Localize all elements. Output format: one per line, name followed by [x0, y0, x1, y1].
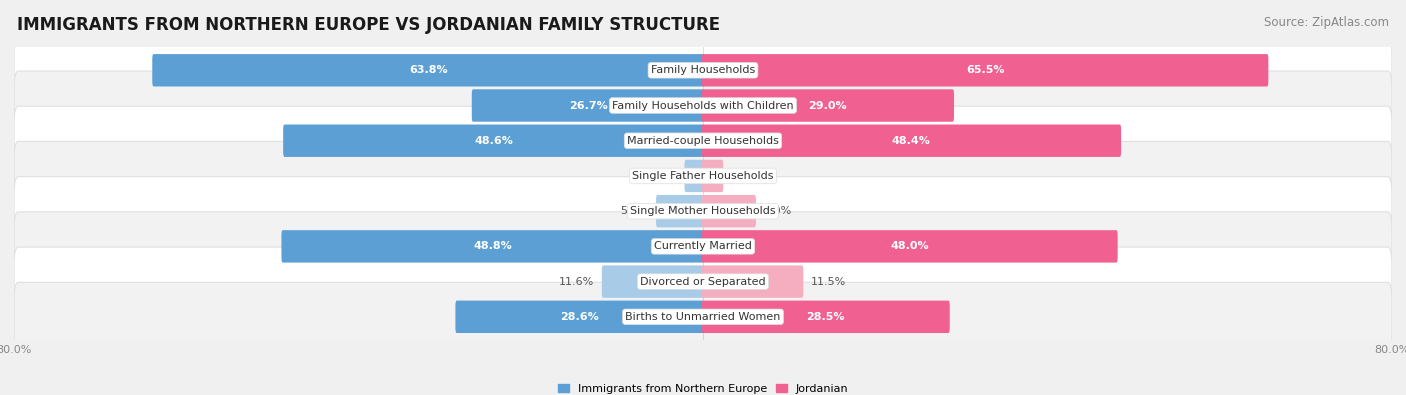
- Text: 48.6%: 48.6%: [474, 136, 513, 146]
- Text: 11.5%: 11.5%: [811, 276, 846, 287]
- Text: 28.6%: 28.6%: [561, 312, 599, 322]
- Text: Single Father Households: Single Father Households: [633, 171, 773, 181]
- Text: Source: ZipAtlas.com: Source: ZipAtlas.com: [1264, 16, 1389, 29]
- Text: 29.0%: 29.0%: [808, 100, 848, 111]
- FancyBboxPatch shape: [702, 160, 723, 192]
- Text: 2.2%: 2.2%: [731, 171, 759, 181]
- Text: Married-couple Households: Married-couple Households: [627, 136, 779, 146]
- FancyBboxPatch shape: [685, 160, 704, 192]
- FancyBboxPatch shape: [702, 265, 803, 298]
- Text: 65.5%: 65.5%: [966, 65, 1004, 75]
- FancyBboxPatch shape: [702, 54, 1268, 87]
- FancyBboxPatch shape: [152, 54, 704, 87]
- FancyBboxPatch shape: [14, 177, 1392, 246]
- Text: 48.8%: 48.8%: [474, 241, 512, 251]
- FancyBboxPatch shape: [602, 265, 704, 298]
- FancyBboxPatch shape: [14, 247, 1392, 316]
- FancyBboxPatch shape: [14, 71, 1392, 140]
- Text: Births to Unmarried Women: Births to Unmarried Women: [626, 312, 780, 322]
- FancyBboxPatch shape: [281, 230, 704, 263]
- Text: 5.3%: 5.3%: [620, 206, 648, 216]
- FancyBboxPatch shape: [702, 124, 1121, 157]
- FancyBboxPatch shape: [14, 212, 1392, 281]
- FancyBboxPatch shape: [456, 301, 704, 333]
- Text: Family Households with Children: Family Households with Children: [612, 100, 794, 111]
- Text: Divorced or Separated: Divorced or Separated: [640, 276, 766, 287]
- FancyBboxPatch shape: [14, 36, 1392, 105]
- Text: 2.0%: 2.0%: [648, 171, 678, 181]
- FancyBboxPatch shape: [283, 124, 704, 157]
- Text: 48.4%: 48.4%: [891, 136, 931, 146]
- Text: 26.7%: 26.7%: [568, 100, 607, 111]
- FancyBboxPatch shape: [14, 106, 1392, 175]
- Text: 11.6%: 11.6%: [560, 276, 595, 287]
- Text: IMMIGRANTS FROM NORTHERN EUROPE VS JORDANIAN FAMILY STRUCTURE: IMMIGRANTS FROM NORTHERN EUROPE VS JORDA…: [17, 16, 720, 34]
- Text: Family Households: Family Households: [651, 65, 755, 75]
- FancyBboxPatch shape: [702, 89, 955, 122]
- Text: Currently Married: Currently Married: [654, 241, 752, 251]
- Text: 28.5%: 28.5%: [807, 312, 845, 322]
- FancyBboxPatch shape: [14, 141, 1392, 211]
- FancyBboxPatch shape: [657, 195, 704, 228]
- FancyBboxPatch shape: [702, 301, 949, 333]
- FancyBboxPatch shape: [702, 195, 756, 228]
- Text: Single Mother Households: Single Mother Households: [630, 206, 776, 216]
- FancyBboxPatch shape: [702, 230, 1118, 263]
- FancyBboxPatch shape: [14, 282, 1392, 351]
- Legend: Immigrants from Northern Europe, Jordanian: Immigrants from Northern Europe, Jordani…: [553, 380, 853, 395]
- Text: 63.8%: 63.8%: [409, 65, 447, 75]
- Text: 6.0%: 6.0%: [763, 206, 792, 216]
- FancyBboxPatch shape: [472, 89, 704, 122]
- Text: 48.0%: 48.0%: [890, 241, 929, 251]
